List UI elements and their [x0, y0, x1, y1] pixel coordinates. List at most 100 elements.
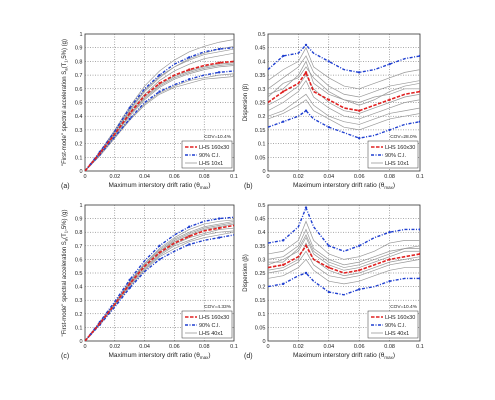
ci-curve	[268, 109, 420, 139]
ci-marker	[217, 71, 221, 74]
ci-marker	[128, 106, 131, 110]
sample-curve	[85, 222, 234, 341]
ci-marker	[418, 277, 420, 280]
legend-label: 90% C.I.	[385, 153, 407, 159]
ci-marker	[282, 54, 285, 58]
median-marker	[358, 109, 361, 112]
sample-curve	[85, 231, 234, 341]
median-marker	[418, 90, 420, 93]
ci-marker	[327, 60, 330, 63]
y-tick-label: 0.15	[255, 128, 266, 134]
median-marker	[388, 98, 391, 101]
y-axis-label: "First-mode" spectral acceleration Sa(T1…	[62, 210, 69, 337]
ci-marker	[358, 244, 361, 247]
series-group	[85, 39, 234, 171]
ci-marker	[217, 47, 221, 51]
y-tick-label: 0.2	[258, 285, 266, 291]
y-tick-label: 0.1	[258, 312, 266, 318]
legend-label: LHS 40x1	[385, 331, 409, 337]
x-tick-label: 0	[83, 344, 86, 350]
x-tick-label: 0.04	[323, 174, 334, 180]
ci-marker	[188, 56, 191, 59]
ci-marker	[158, 73, 161, 77]
legend-label: LHS 10x1	[385, 161, 409, 167]
legend-label: LHS 160x30	[385, 145, 415, 151]
x-tick-label: 0.1	[230, 344, 238, 350]
ci-marker	[304, 271, 308, 275]
y-tick-label: 0.25	[255, 271, 266, 277]
ci-marker	[128, 117, 131, 121]
y-tick-label: 0	[262, 169, 265, 175]
y-tick-label: 0.6	[75, 257, 83, 263]
ci-marker	[304, 43, 308, 47]
x-tick-label: 0.08	[384, 344, 395, 350]
x-axis-label: Maximum interstory drift ratio (θmax)	[293, 182, 395, 190]
median-marker	[128, 282, 131, 286]
sample-curve	[268, 55, 420, 98]
median-marker	[282, 90, 285, 93]
y-tick-label: 0.3	[75, 298, 83, 304]
x-tick-label: 0	[266, 344, 269, 350]
legend-label: LHS 10x1	[199, 161, 223, 167]
panel-b: 0 0.02 0.04 0.06 0.08 0.1 0 0.05 0.1 0.15 0.2 0.25 0…	[243, 32, 424, 190]
ci-marker	[388, 279, 391, 283]
sample-curve	[268, 236, 420, 271]
ci-marker	[217, 236, 221, 239]
sample-curve	[85, 76, 234, 171]
ci-marker	[217, 217, 221, 220]
ci-marker	[282, 120, 285, 123]
sample-curve	[268, 250, 420, 279]
median-marker	[98, 151, 102, 155]
y-tick-label: 0.2	[75, 142, 83, 148]
ci-marker	[188, 78, 191, 81]
x-tick-label: 0.1	[416, 174, 424, 180]
x-tick-label: 0.08	[199, 344, 210, 350]
y-axis-label: "First-mode" spectral acceleration Sa(T1…	[62, 39, 69, 166]
x-axis-label: Maximum interstory drift ratio (θmax)	[293, 352, 395, 360]
sample-curve	[268, 60, 420, 103]
panel-a: 0 0.02 0.04 0.06 0.08 0.1 0 0.1 0.2 0.3 0.4 0.5 0.6 0…	[61, 32, 238, 190]
cov-annotation: COV=28.0%	[390, 134, 418, 140]
sample-curve	[268, 74, 420, 114]
legend-label: LHS 160x30	[385, 315, 415, 321]
panel-label: (b)	[244, 183, 253, 190]
y-tick-label: 0	[79, 169, 82, 175]
ci-curve	[268, 205, 420, 252]
median-marker	[128, 112, 131, 115]
ci-marker	[128, 278, 131, 281]
x-tick-label: 0.1	[416, 344, 424, 350]
y-tick-label: 0.9	[75, 217, 83, 223]
sample-curve	[268, 66, 420, 106]
x-axis-label: Maximum interstory drift ratio (θmax)	[108, 182, 210, 190]
y-tick-label: 0.4	[75, 114, 83, 120]
y-tick-label: 0.2	[75, 312, 83, 318]
y-tick-label: 0	[79, 339, 82, 345]
median-marker	[217, 226, 221, 230]
y-axis-label: Dispersion (β)	[243, 254, 249, 291]
ci-marker	[388, 128, 391, 132]
median-marker	[158, 251, 161, 254]
ci-curve	[268, 272, 420, 296]
y-tick-label: 0.3	[258, 87, 266, 93]
series-group	[268, 43, 420, 140]
y-tick-label: 0.05	[255, 155, 266, 161]
y-tick-label: 0.4	[75, 285, 83, 291]
median-marker	[304, 244, 308, 247]
x-tick-label: 0	[83, 174, 86, 180]
y-tick-label: 0.3	[75, 128, 83, 134]
x-tick-label: 0.06	[169, 174, 180, 180]
y-tick-label: 0.35	[255, 244, 266, 250]
ci-marker	[188, 243, 191, 246]
panel-d: 0 0.02 0.04 0.06 0.08 0.1 0 0.05 0.1 0.15 0.2 0.25 0…	[243, 203, 424, 360]
sample-curve	[268, 99, 420, 131]
x-tick-label: 0.02	[293, 344, 304, 350]
y-tick-label: 0.45	[255, 46, 266, 52]
median-marker	[327, 266, 330, 269]
x-tick-label: 0.06	[169, 344, 180, 350]
ci-marker	[358, 136, 361, 140]
ci-marker	[388, 62, 391, 66]
legend-label: 90% C.I.	[385, 323, 407, 329]
median-marker	[217, 61, 221, 64]
sample-curve	[85, 39, 234, 171]
sample-curve	[268, 79, 420, 120]
